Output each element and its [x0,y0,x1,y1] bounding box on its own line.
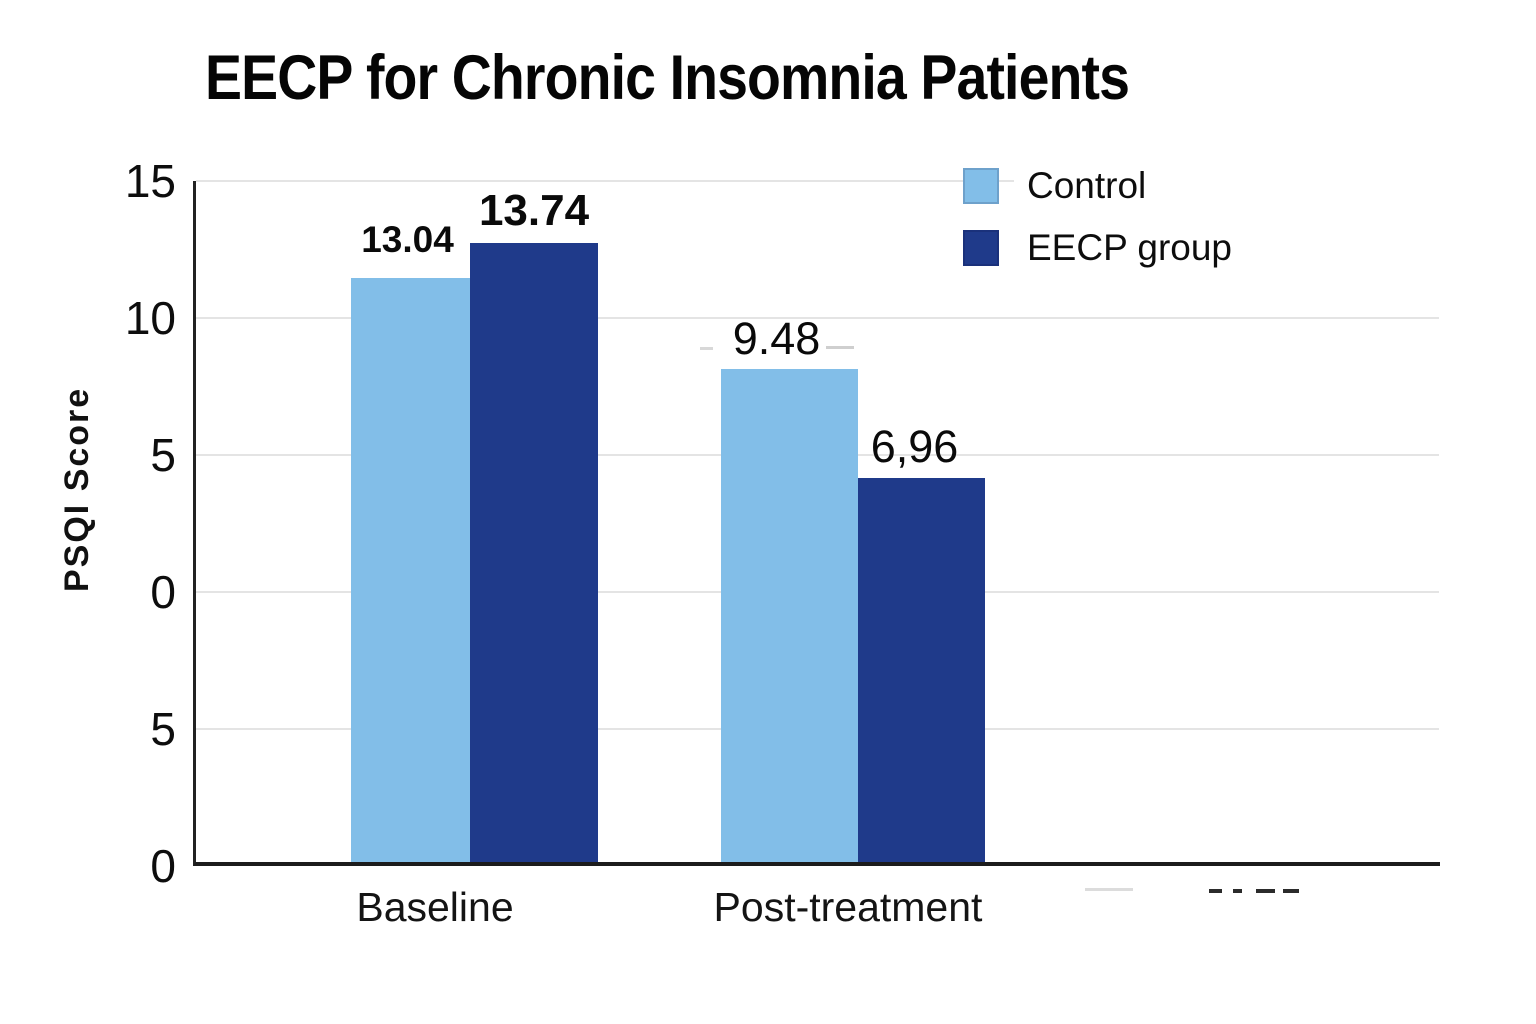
y-tick-label: 5 [150,703,176,755]
artifact-dash [700,347,713,350]
x-tick-label-post-treatment: Post-treatment [713,884,983,930]
legend: Control EECP group [963,165,1232,269]
gridline [196,180,1014,182]
bar-control-baseline [351,278,470,862]
y-tick-label: 5 [150,429,176,481]
bar-control-post-treatment [721,369,858,862]
bar-eecp-group-baseline [470,243,598,862]
y-tick-label: 0 [150,840,176,892]
artifact-dash [1256,889,1275,893]
bar-value-label: 13.74 [478,186,590,235]
gridline [196,317,1439,319]
bar-value-label: 13.04 [361,219,454,260]
y-tick-label: 10 [124,292,176,344]
artifact-dash [1209,889,1222,893]
legend-swatch-icon [963,168,999,204]
artifact-smudge [1085,888,1133,891]
artifact-dash [826,346,854,349]
x-tick-label-baseline: Baseline [356,884,514,930]
chart-title: EECP for Chronic Insomnia Patients [205,43,1130,113]
bar-eecp-group-post-treatment [858,478,985,862]
y-tick-label: 0 [150,566,176,618]
artifact-dash [1283,889,1299,893]
legend-swatch-icon [963,230,999,266]
plot-area: 13.04 13.74 9.48 6,96 [193,180,1440,866]
legend-label: EECP group [1027,227,1232,268]
y-tick-label: 15 [124,155,176,207]
bar-value-label: 9.48 [732,313,821,364]
legend-item-eecp-group: EECP group [963,227,1232,269]
y-axis-title: PSQI Score [58,386,96,592]
bar-value-label: 6,96 [870,421,959,472]
artifact-dash [1233,889,1242,893]
legend-item-control: Control [963,165,1232,207]
legend-label: Control [1027,165,1147,206]
